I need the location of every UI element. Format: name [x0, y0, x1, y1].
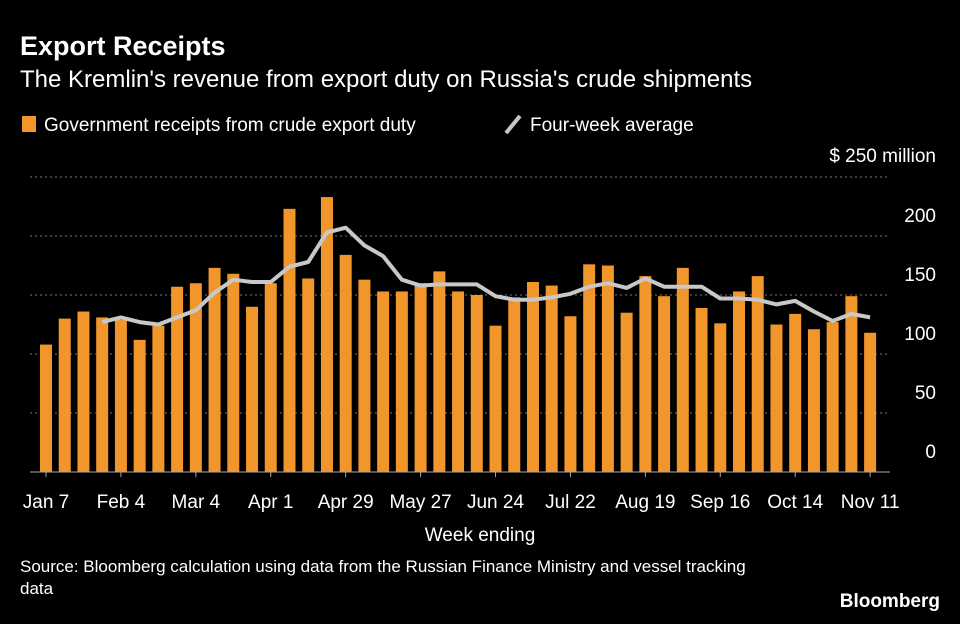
- x-tick-label: Jul 22: [545, 492, 596, 513]
- bar: [751, 276, 764, 472]
- bar: [414, 283, 427, 472]
- bar: [733, 291, 746, 472]
- x-tick-label: Oct 14: [767, 492, 823, 513]
- y-tick-label: $ 250 million: [829, 146, 936, 167]
- bar: [620, 312, 633, 472]
- bar: [433, 271, 446, 472]
- bar: [864, 332, 877, 472]
- x-tick-label: May 27: [389, 492, 451, 513]
- bar: [77, 311, 90, 472]
- brand: Bloomberg: [840, 591, 940, 612]
- bar: [283, 208, 296, 473]
- x-tick-label: Jan 7: [23, 492, 69, 513]
- bar: [583, 264, 596, 472]
- bar: [770, 324, 783, 472]
- legend-label: Four-week average: [530, 115, 694, 136]
- bar: [339, 254, 352, 472]
- x-axis-label: Week ending: [425, 525, 536, 546]
- bar: [789, 313, 802, 472]
- bar: [96, 317, 109, 472]
- average-line: [101, 225, 871, 327]
- bar: [264, 283, 277, 472]
- bar: [227, 273, 240, 472]
- bar: [377, 291, 390, 472]
- source: Source: Bloomberg calculation using data…: [20, 557, 746, 598]
- x-tick-label: Apr 29: [318, 492, 374, 513]
- bar: [695, 307, 708, 472]
- bar: [246, 306, 259, 472]
- bar: [508, 297, 521, 472]
- y-tick-label: 150: [904, 265, 936, 286]
- bar: [545, 285, 558, 472]
- source-box: Source: Bloomberg calculation using data…: [20, 557, 746, 598]
- x-tick-label: Apr 1: [248, 492, 293, 513]
- bar: [807, 329, 820, 472]
- bar: [133, 339, 146, 472]
- bar: [564, 316, 577, 472]
- y-tick-label: 200: [904, 206, 936, 227]
- bar: [601, 265, 614, 472]
- bar: [714, 323, 727, 472]
- bar: [189, 283, 202, 472]
- bar: [452, 291, 465, 472]
- bar: [395, 291, 408, 472]
- legend-label: Government receipts from crude export du…: [44, 115, 416, 136]
- x-tick-label: Jun 24: [467, 492, 524, 513]
- x-tick-label: Mar 4: [172, 492, 221, 513]
- bar: [208, 267, 221, 472]
- bar: [58, 318, 71, 472]
- x-tick-label: Feb 4: [97, 492, 146, 513]
- bar: [676, 267, 689, 472]
- bar: [40, 344, 52, 472]
- bar: [302, 278, 315, 472]
- y-tick-label: 50: [915, 383, 936, 404]
- bar: [171, 286, 184, 472]
- bar: [639, 276, 652, 472]
- x-tick-label: Sep 16: [690, 492, 750, 513]
- bar: [114, 319, 127, 472]
- bar: [320, 197, 333, 472]
- legend-swatch: [22, 116, 36, 132]
- x-tick-label: Nov 11: [841, 492, 900, 513]
- bar: [152, 325, 165, 472]
- bar: [526, 282, 539, 472]
- chart-title: Export Receipts: [20, 31, 226, 61]
- x-tick-label: Aug 19: [615, 492, 675, 513]
- y-tick-label: 100: [904, 324, 936, 345]
- bar: [470, 295, 483, 472]
- bar: [826, 322, 839, 472]
- bar: [489, 325, 502, 472]
- bar: [845, 296, 858, 472]
- chart-subtitle: The Kremlin's revenue from export duty o…: [20, 66, 752, 93]
- bar: [358, 279, 371, 472]
- legend-swatch: [504, 114, 522, 135]
- bar: [658, 296, 671, 472]
- y-tick-label: 0: [925, 442, 936, 463]
